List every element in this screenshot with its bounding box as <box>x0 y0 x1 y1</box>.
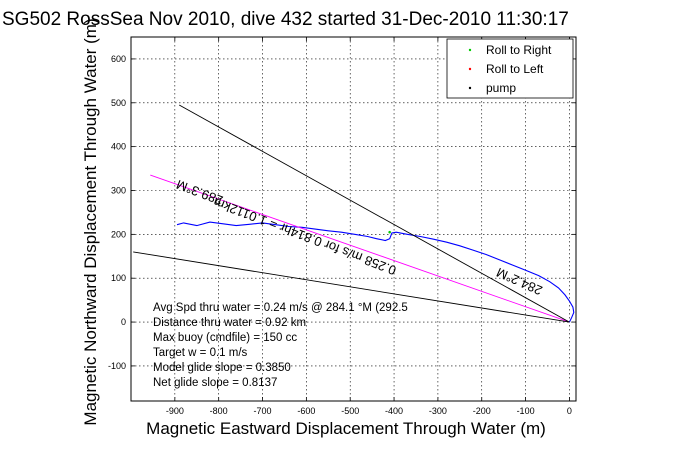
legend-marker <box>468 86 472 90</box>
x-tick-label: -100 <box>517 406 535 416</box>
stats-line: Avg Spd thru water = 0.24 m/s @ 284.1 °M… <box>153 302 408 314</box>
x-axis-ticks: -900 -800 -700 -600 -500 -400 -300 -200 -100 0 <box>166 37 572 416</box>
series-line <box>176 221 575 323</box>
y-axis-label: Magnetic Northward Displacement Through … <box>81 18 100 425</box>
y-tick-label: 400 <box>111 142 126 152</box>
y-tick-label: 100 <box>111 273 126 283</box>
legend-label: Roll to Right <box>486 43 552 57</box>
y-tick-label: 500 <box>111 98 126 108</box>
y-tick-label: 600 <box>111 54 126 64</box>
series-layer <box>133 104 575 323</box>
legend-marker <box>468 48 472 52</box>
series-point <box>388 230 391 234</box>
y-tick-label: 300 <box>111 185 126 195</box>
x-tick-label: -200 <box>473 406 491 416</box>
x-tick-label: -800 <box>210 406 228 416</box>
stats-line: Max buoy (cmdfile) = 150 cc <box>153 332 297 344</box>
x-tick-label: -900 <box>166 406 184 416</box>
y-tick-label: 200 <box>111 229 126 239</box>
chart-title: SG502 RossSea Nov 2010, dive 432 started… <box>2 9 569 30</box>
x-tick-label: -700 <box>254 406 272 416</box>
y-tick-label: 0 <box>121 317 126 327</box>
series-line <box>178 104 570 323</box>
series-line <box>133 251 570 323</box>
x-tick-label: -600 <box>297 406 315 416</box>
x-axis-label: Magnetic Eastward Displacement Through W… <box>146 419 546 438</box>
plot-frame <box>130 36 577 402</box>
stats-line: Net glide slope = 0.8137 <box>153 377 277 389</box>
x-tick-label: -400 <box>385 406 403 416</box>
y-tick-label: -100 <box>108 361 126 371</box>
x-tick-label: 0 <box>567 406 572 416</box>
legend-label: pump <box>486 81 516 95</box>
series-line <box>150 174 570 323</box>
legend-marker <box>468 67 472 71</box>
stats-line: Distance thru water = 0.92 km <box>153 317 306 329</box>
stats-line: Model glide slope = 0.3850 <box>153 362 291 374</box>
legend-label: Roll to Left <box>486 62 544 76</box>
x-tick-label: -300 <box>429 406 447 416</box>
legend: Roll to Right Roll to Left pump <box>446 38 574 99</box>
stats-box: Avg Spd thru water = 0.24 m/s @ 284.1 °M… <box>153 302 408 389</box>
x-tick-label: -500 <box>341 406 359 416</box>
y-axis-ticks: -100 0 100 200 300 400 500 600 <box>108 54 576 371</box>
legend-box <box>446 38 574 99</box>
stats-line: Target w = 0.1 m/s <box>153 347 248 359</box>
